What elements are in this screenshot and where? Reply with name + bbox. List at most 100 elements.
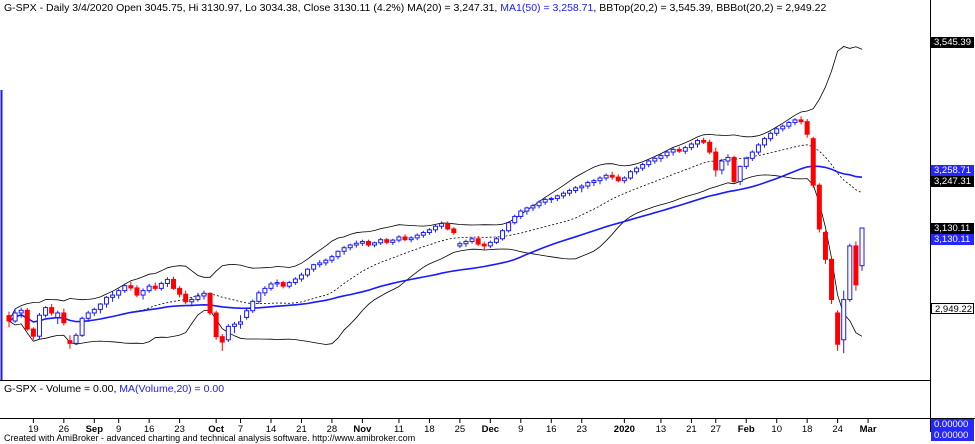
candle-body <box>195 295 201 301</box>
candle-body <box>335 250 341 258</box>
x-tick-label: Dec <box>482 424 499 435</box>
candle-body <box>536 201 542 207</box>
candle-body <box>463 240 469 245</box>
candle-body <box>762 138 768 146</box>
candle-body <box>146 285 152 292</box>
candle-body <box>402 236 408 241</box>
candle-body <box>670 148 676 153</box>
candle-body <box>311 264 317 270</box>
candle-body <box>213 312 219 338</box>
candle-body <box>707 141 713 153</box>
price-label: 3,545.39 <box>931 36 974 48</box>
candle-body <box>378 239 384 244</box>
ma20-line <box>8 144 863 323</box>
candle-body <box>749 151 755 159</box>
candle-body <box>439 223 445 227</box>
candle-body <box>189 299 195 303</box>
volume-header: G-SPX - Volume = 0.00, MA(Volume,20) = 0… <box>4 383 224 395</box>
candle-body <box>573 187 579 192</box>
candle-body <box>134 287 140 296</box>
candle-body <box>128 285 134 289</box>
candle-body <box>12 312 18 322</box>
candle-body <box>43 307 49 316</box>
candle-body <box>24 309 30 330</box>
candle-body <box>49 307 55 314</box>
candle-body <box>676 148 682 152</box>
candle-body <box>493 238 499 243</box>
candle-body <box>177 287 183 295</box>
price-label: 3,247.31 <box>931 176 974 187</box>
price-label: 3,130.11 <box>931 222 974 234</box>
candle-body <box>384 239 390 243</box>
candle-body <box>55 312 61 318</box>
candle-body <box>61 312 67 324</box>
ma50-line <box>8 165 863 323</box>
x-tick-label: 7 <box>238 424 243 435</box>
candle-body <box>548 198 554 201</box>
x-tick-label: Feb <box>738 424 755 435</box>
candle-body <box>530 205 536 209</box>
candle-body <box>219 336 225 343</box>
candle-body <box>652 157 658 162</box>
candle-body <box>305 268 311 276</box>
candle-body <box>298 274 304 280</box>
candle-body <box>743 157 749 167</box>
candle-body <box>152 285 158 289</box>
x-tick-label: 26 <box>59 424 70 435</box>
candle-body <box>755 144 761 153</box>
candle-body <box>567 190 573 194</box>
header-ma50: MA1(50) = 3,258.71 <box>500 2 594 14</box>
header-suffix: , BBTop(20,2) = 3,545.39, BBBot(20,2) = … <box>593 2 827 14</box>
x-tick-label: Nov <box>353 424 372 435</box>
candle-body <box>408 237 414 241</box>
candle-body <box>585 181 591 187</box>
candle-body <box>30 328 36 337</box>
candle-body <box>268 283 274 289</box>
candle-body <box>481 243 487 247</box>
candle-body <box>524 207 530 212</box>
candle-body <box>841 299 847 341</box>
x-tick-label: 21 <box>686 424 697 435</box>
candle-body <box>110 294 116 298</box>
candle-body <box>579 185 585 189</box>
candle-body <box>798 119 804 123</box>
candle-body <box>701 139 707 143</box>
bbtop-line <box>8 46 863 322</box>
candle-body <box>615 176 621 182</box>
candle-body <box>85 312 91 319</box>
candle-body <box>329 256 335 261</box>
candle-body <box>292 278 298 284</box>
candle-body <box>231 323 237 327</box>
candle-body <box>426 229 432 234</box>
candle-body <box>323 259 329 264</box>
candle-body <box>91 308 97 314</box>
x-tick-label: 25 <box>455 424 466 435</box>
candle-body <box>256 292 262 302</box>
candle-body <box>713 151 719 171</box>
candle-body <box>664 151 670 157</box>
candle-body <box>500 230 506 240</box>
candle-body <box>822 232 828 260</box>
candle-body <box>847 245 853 301</box>
price-label: 3,258.71 <box>931 165 974 176</box>
x-tick-label: 10 <box>771 424 782 435</box>
x-tick-label: 19 <box>28 424 39 435</box>
candle-body <box>365 240 371 246</box>
price-label: 2,949.22 <box>931 303 974 315</box>
candle-body <box>36 314 42 337</box>
candle-body <box>164 278 170 284</box>
candle-body <box>73 334 79 344</box>
candle-body <box>737 165 743 183</box>
x-tick-label: 9 <box>518 424 523 435</box>
candle-body <box>859 227 865 267</box>
candle-body <box>250 300 256 312</box>
candle-body <box>719 160 725 171</box>
candle-body <box>280 282 286 287</box>
volume-axis-label: 0.00000 <box>931 430 974 441</box>
candle-body <box>780 125 786 130</box>
volume-ma: MA(Volume,20) = 0.00 <box>119 383 225 395</box>
candle-body <box>390 239 396 243</box>
candle-body <box>414 234 420 239</box>
candle-body <box>469 238 475 242</box>
x-tick-label: 18 <box>802 424 813 435</box>
